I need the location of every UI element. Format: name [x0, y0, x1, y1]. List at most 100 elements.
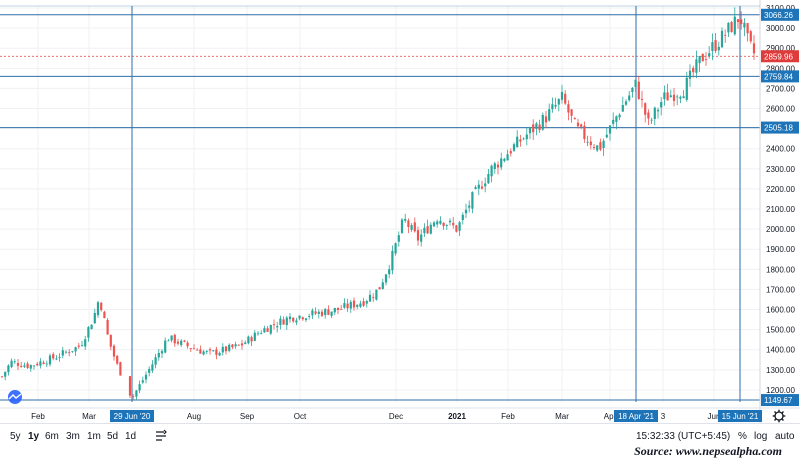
candle-body[interactable] [413, 222, 416, 232]
candle-body[interactable] [295, 320, 298, 323]
candle-body[interactable] [701, 54, 704, 62]
candle-body[interactable] [653, 107, 656, 119]
candle-body[interactable] [132, 396, 135, 397]
candle-body[interactable] [605, 134, 608, 138]
candle-body[interactable] [106, 319, 109, 335]
candle-body[interactable] [621, 105, 624, 112]
candle-body[interactable] [212, 350, 215, 352]
candle-body[interactable] [682, 96, 685, 99]
candle-body[interactable] [298, 315, 301, 319]
candle-body[interactable] [330, 311, 333, 316]
candle-body[interactable] [736, 19, 740, 23]
candle-body[interactable] [164, 340, 167, 353]
candle-body[interactable] [151, 364, 154, 371]
candle-body[interactable] [180, 340, 183, 346]
candle-body[interactable] [349, 301, 352, 309]
candle-body[interactable] [509, 151, 512, 154]
candle-body[interactable] [599, 142, 602, 150]
candle-body[interactable] [525, 134, 528, 140]
candle-body[interactable] [695, 59, 698, 73]
candle-body[interactable] [656, 109, 660, 112]
candle-body[interactable] [388, 269, 391, 275]
candle-body[interactable] [154, 357, 157, 365]
candle-body[interactable] [314, 311, 317, 314]
candle-body[interactable] [688, 70, 692, 79]
candle-body[interactable] [359, 303, 362, 307]
candle-body[interactable] [461, 214, 464, 221]
candle-body[interactable] [279, 318, 282, 325]
candle-body[interactable] [580, 124, 583, 127]
candle-body[interactable] [711, 42, 714, 52]
candle-body[interactable] [346, 303, 349, 309]
candle-body[interactable] [288, 316, 292, 320]
candle-body[interactable] [135, 390, 138, 397]
candle-body[interactable] [244, 342, 247, 344]
candle-body[interactable] [471, 192, 474, 209]
candle-body[interactable] [96, 302, 100, 316]
candle-body[interactable] [205, 350, 208, 352]
candle-body[interactable] [596, 145, 599, 151]
candle-body[interactable] [176, 341, 180, 344]
range-1d-button[interactable]: 1d [125, 431, 137, 442]
candle-body[interactable] [548, 109, 551, 121]
candle-body[interactable] [637, 81, 640, 99]
candle-body[interactable] [394, 243, 397, 254]
candle-body[interactable] [170, 335, 173, 341]
candle-body[interactable] [368, 294, 372, 302]
candle-body[interactable] [522, 138, 525, 140]
candle-body[interactable] [445, 224, 448, 226]
candle-body[interactable] [583, 125, 586, 139]
candle-body[interactable] [618, 114, 621, 118]
candle-body[interactable] [532, 124, 535, 133]
candle-body[interactable] [87, 327, 90, 338]
candle-body[interactable] [372, 297, 375, 298]
candle-body[interactable] [676, 96, 679, 98]
candle-body[interactable] [20, 366, 23, 367]
percent-toggle[interactable]: % [738, 431, 747, 442]
candle-body[interactable] [48, 355, 52, 365]
candle-body[interactable] [167, 340, 170, 342]
range-5y-button[interactable]: 5y [10, 431, 21, 442]
candle-body[interactable] [660, 102, 663, 108]
candle-body[interactable] [263, 328, 266, 333]
candle-body[interactable] [26, 363, 29, 368]
candle-body[interactable] [90, 324, 93, 330]
range-1y-button[interactable]: 1y [28, 431, 40, 442]
candle-body[interactable] [698, 56, 701, 64]
candle-body[interactable] [256, 333, 260, 335]
candle-body[interactable] [55, 358, 58, 360]
candle-body[interactable] [160, 351, 164, 354]
candle-body[interactable] [493, 163, 496, 170]
candle-body[interactable] [208, 349, 212, 351]
candle-body[interactable] [538, 124, 541, 131]
candle-body[interactable] [567, 104, 570, 113]
candle-body[interactable] [685, 77, 688, 100]
candle-body[interactable] [109, 334, 112, 347]
candle-body[interactable] [304, 318, 308, 320]
candle-body[interactable] [276, 326, 279, 328]
candle-body[interactable] [397, 235, 400, 242]
candle-body[interactable] [503, 158, 506, 162]
candle-body[interactable] [119, 362, 122, 376]
candle-body[interactable] [32, 365, 36, 367]
candle-body[interactable] [468, 205, 471, 208]
candle-body[interactable] [672, 94, 676, 101]
candle-body[interactable] [743, 22, 746, 28]
candle-body[interactable] [224, 346, 228, 352]
candle-body[interactable] [269, 324, 272, 334]
gear-icon[interactable] [772, 409, 786, 423]
candle-body[interactable] [23, 365, 26, 367]
candle-body[interactable] [506, 154, 509, 161]
candle-body[interactable] [103, 311, 106, 319]
candle-body[interactable] [631, 87, 634, 93]
candle-body[interactable] [448, 220, 452, 223]
candle-body[interactable] [381, 282, 384, 289]
candle-body[interactable] [720, 30, 724, 48]
candle-body[interactable] [378, 287, 381, 290]
candle-body[interactable] [189, 348, 192, 349]
candle-body[interactable] [612, 119, 615, 124]
candle-body[interactable] [634, 79, 637, 88]
candle-body[interactable] [39, 361, 42, 366]
candle-body[interactable] [586, 141, 589, 143]
